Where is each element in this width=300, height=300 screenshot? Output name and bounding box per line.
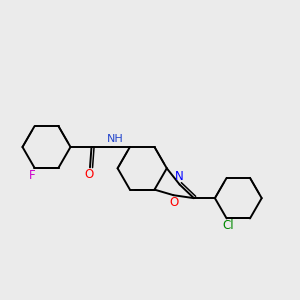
Text: O: O xyxy=(169,196,179,209)
Text: F: F xyxy=(29,169,35,182)
Text: O: O xyxy=(85,167,94,181)
Text: N: N xyxy=(175,170,184,183)
Text: Cl: Cl xyxy=(222,219,234,232)
Text: NH: NH xyxy=(107,134,124,145)
